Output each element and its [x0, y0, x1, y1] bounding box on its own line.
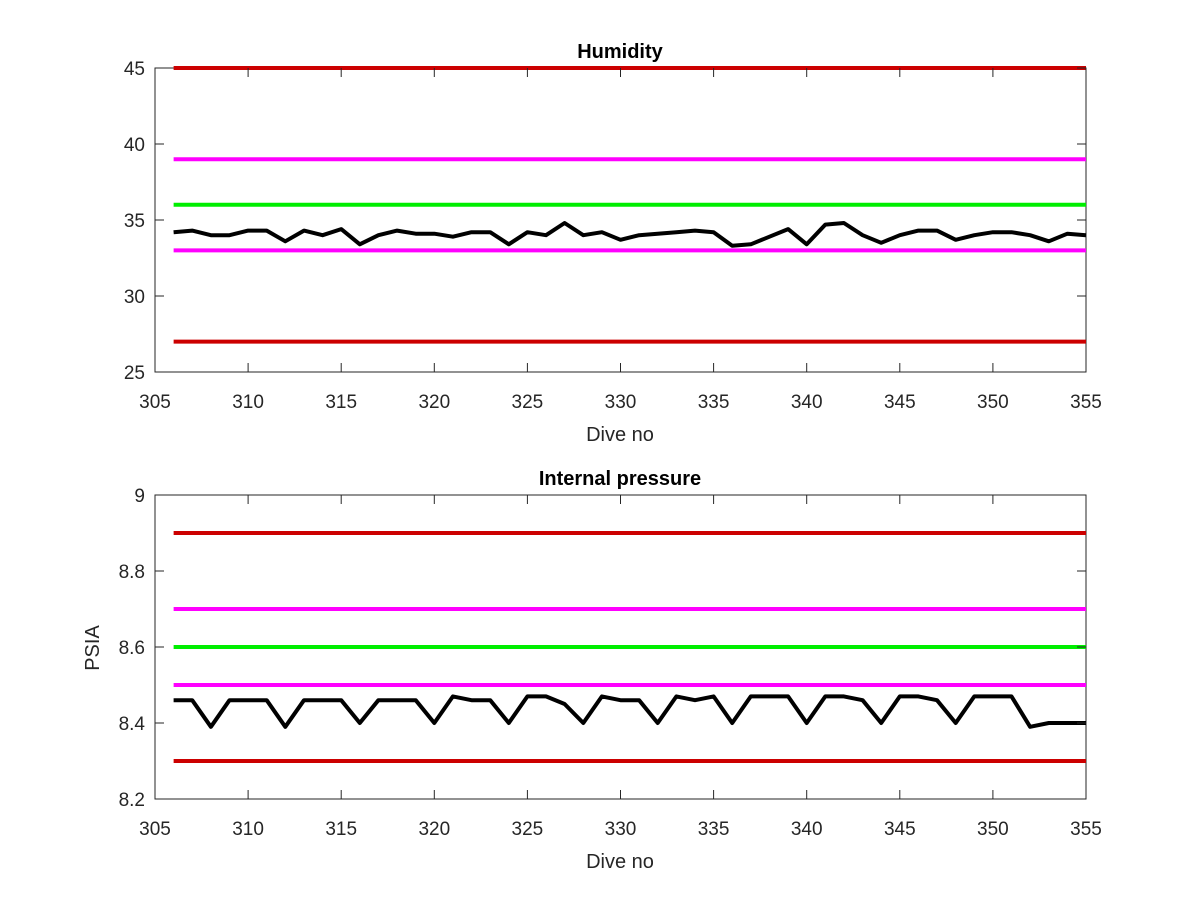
- x-tick-label: 350: [977, 392, 1009, 413]
- humidity-chart: Humidity Dive no 305 310 315 320 325 330 335 34…: [124, 41, 1102, 446]
- x-tick-label: 325: [512, 819, 544, 840]
- x-tick-label: 320: [418, 392, 450, 413]
- internal-pressure-chart: Internal pressure Dive no PSIA 305 310 315…: [82, 468, 1102, 873]
- x-tick-label: 315: [325, 392, 357, 413]
- x-tick-label: 310: [232, 819, 264, 840]
- y-tick-label: 8.4: [119, 714, 146, 735]
- y-tick-label: 9: [134, 486, 145, 507]
- x-tick-label: 310: [232, 392, 264, 413]
- x-tick-label: 330: [605, 392, 637, 413]
- x-tick-label: 335: [698, 819, 730, 840]
- x-tick-label: 355: [1070, 819, 1102, 840]
- x-tick-label: 315: [325, 819, 357, 840]
- x-tick-label: 345: [884, 392, 916, 413]
- plot-area: [154, 67, 1087, 373]
- y-tick-label: 8.2: [119, 790, 145, 811]
- y-tick-label: 45: [124, 59, 145, 80]
- x-tick-label: 305: [139, 392, 171, 413]
- chart-title: Internal pressure: [539, 468, 701, 490]
- x-tick-label: 355: [1070, 392, 1102, 413]
- x-tick-label: 335: [698, 392, 730, 413]
- x-tick-label: 305: [139, 819, 171, 840]
- x-tick-label: 320: [418, 819, 450, 840]
- data-series-line: [173, 694, 1086, 729]
- x-tick-label: 330: [605, 819, 637, 840]
- x-tick-label: 325: [512, 392, 544, 413]
- y-tick-label: 8.6: [119, 638, 145, 659]
- chart-title: Humidity: [577, 41, 663, 63]
- y-tick-label: 40: [124, 135, 145, 156]
- y-tick-label: 30: [124, 287, 145, 308]
- x-tick-label: 340: [791, 819, 823, 840]
- y-tick-label: 25: [124, 363, 145, 384]
- x-tick-label: 340: [791, 392, 823, 413]
- y-tick-label: 35: [124, 211, 145, 232]
- y-tick-label: 8.8: [119, 562, 145, 583]
- x-tick-label: 350: [977, 819, 1009, 840]
- x-tick-label: 345: [884, 819, 916, 840]
- data-series-line: [173, 221, 1087, 248]
- x-axis-label: Dive no: [586, 851, 654, 873]
- y-axis-label: PSIA: [82, 625, 104, 671]
- x-axis-label: Dive no: [586, 424, 654, 446]
